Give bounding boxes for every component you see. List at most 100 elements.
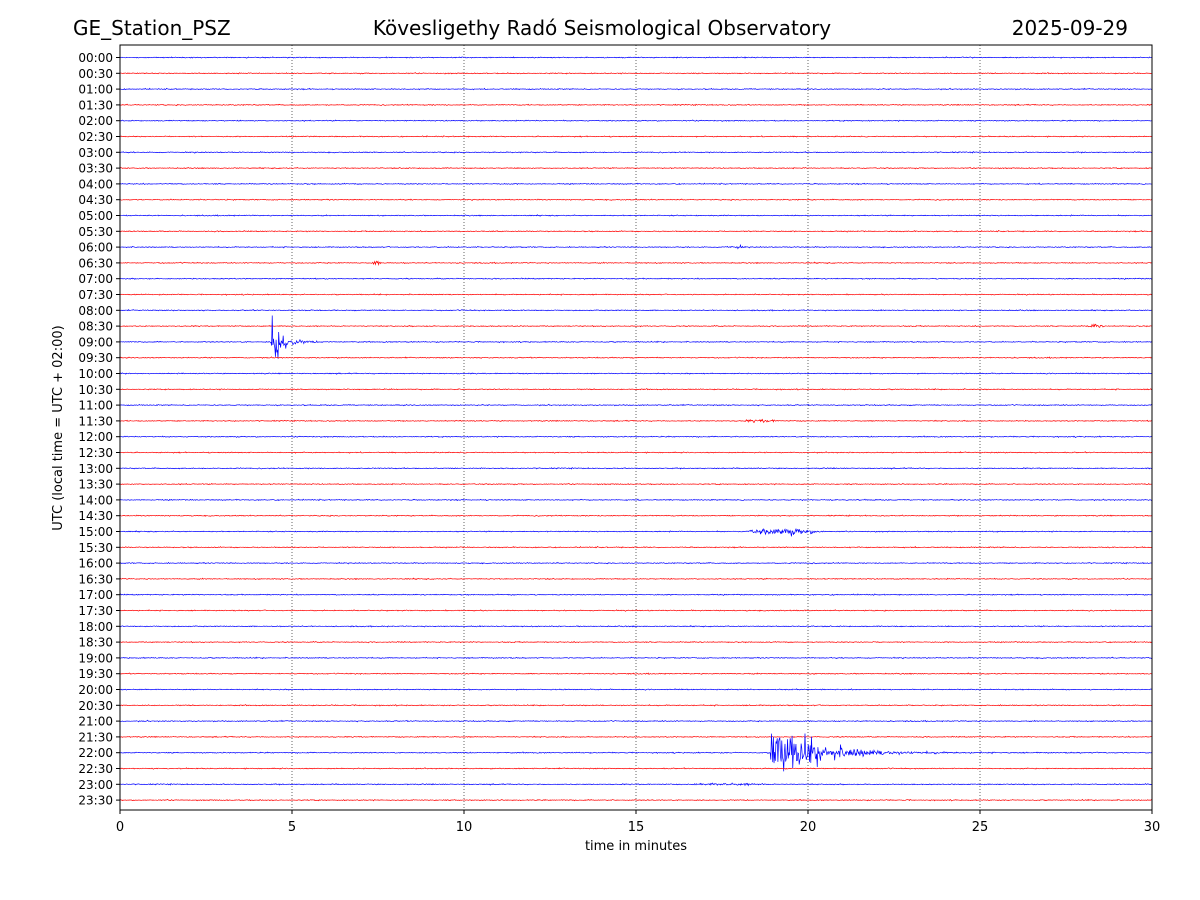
x-axis-label: time in minutes — [585, 839, 687, 854]
trace-1800 — [119, 624, 1153, 628]
trace-1030 — [119, 388, 1153, 391]
trace-0800 — [119, 308, 1153, 312]
y-tick-label: 18:00 — [78, 620, 113, 634]
trace-2230 — [119, 767, 1153, 770]
trace-0030 — [119, 72, 1153, 75]
x-tick-label: 15 — [628, 820, 645, 835]
x-tick-label: 5 — [288, 820, 296, 835]
trace-0530 — [119, 229, 1153, 233]
y-tick-label: 14:30 — [78, 509, 113, 523]
trace-1100 — [119, 403, 1153, 407]
trace-1630 — [119, 577, 1153, 581]
trace-0730 — [119, 293, 1153, 296]
y-tick-label: 01:30 — [78, 98, 113, 112]
trace-1900 — [119, 656, 1153, 660]
y-tick-label: 07:00 — [78, 272, 113, 286]
y-tick-label: 17:30 — [78, 604, 113, 618]
y-tick-label: 06:30 — [78, 256, 113, 270]
trace-2200 — [119, 733, 1153, 772]
trace-2030 — [119, 704, 1153, 707]
y-tick-label: 11:00 — [78, 399, 113, 413]
trace-0630 — [119, 260, 1153, 266]
y-tick-label: 00:30 — [78, 67, 113, 81]
x-tick-label: 10 — [456, 820, 473, 835]
y-tick-label: 11:30 — [78, 414, 113, 428]
trace-1530 — [119, 545, 1153, 549]
y-tick-label: 18:30 — [78, 636, 113, 650]
y-tick-label: 05:30 — [78, 225, 113, 239]
y-tick-label: 07:30 — [78, 288, 113, 302]
trace-0300 — [119, 151, 1153, 154]
trace-1000 — [119, 372, 1153, 375]
x-tick-label: 20 — [800, 820, 817, 835]
y-tick-label: 10:00 — [78, 367, 113, 381]
trace-0830 — [119, 323, 1153, 328]
trace-0330 — [119, 166, 1153, 170]
y-tick-label: 21:00 — [78, 715, 113, 729]
trace-2330 — [119, 798, 1153, 802]
trace-1400 — [119, 498, 1153, 502]
trace-0400 — [119, 182, 1153, 186]
trace-0500 — [119, 214, 1153, 217]
trace-0700 — [119, 277, 1153, 280]
trace-0200 — [119, 119, 1153, 122]
trace-1200 — [119, 435, 1152, 439]
trace-group — [119, 56, 1153, 802]
y-tick-label: 02:30 — [78, 130, 113, 144]
trace-1730 — [119, 609, 1153, 612]
y-tick-label: 13:00 — [78, 462, 113, 476]
chart-date: 2025-09-29 — [1012, 16, 1128, 40]
x-tick-label: 0 — [116, 820, 124, 835]
trace-2300 — [120, 782, 1153, 787]
plot-frame — [119, 44, 1153, 811]
trace-0000 — [119, 56, 1153, 59]
y-tick-label: 16:30 — [78, 572, 113, 586]
y-tick-label: 15:00 — [78, 525, 113, 539]
y-tick-label: 14:00 — [78, 493, 113, 507]
y-tick-label: 16:00 — [78, 557, 113, 571]
y-tick-label: 03:30 — [78, 162, 113, 176]
y-tick-label: 19:30 — [78, 667, 113, 681]
y-tick-label: 09:00 — [78, 335, 113, 349]
y-tick-label: 08:00 — [78, 304, 113, 318]
y-tick-label: 04:30 — [78, 193, 113, 207]
y-tick-label: 21:30 — [78, 730, 113, 744]
y-tick-label: 12:30 — [78, 446, 113, 460]
x-tick-label: 25 — [972, 820, 989, 835]
trace-2130 — [120, 735, 1153, 739]
y-tick-label: 22:30 — [78, 762, 113, 776]
grid-lines — [291, 45, 981, 810]
trace-2100 — [119, 719, 1153, 723]
y-tick-label: 01:00 — [78, 83, 113, 97]
trace-0930 — [119, 356, 1153, 359]
y-tick-label: 19:00 — [78, 651, 113, 665]
trace-1500 — [119, 527, 1153, 537]
y-tick-label: 13:30 — [78, 478, 113, 492]
y-tick-label: 04:00 — [78, 177, 113, 191]
y-tick-label: 22:00 — [78, 746, 113, 760]
trace-0600 — [119, 243, 1153, 250]
chart-title: Kövesligethy Radó Seismological Observat… — [373, 16, 831, 40]
trace-1230 — [119, 451, 1153, 454]
trace-0900 — [119, 315, 1153, 359]
trace-1430 — [119, 514, 1153, 518]
trace-0430 — [119, 198, 1153, 202]
trace-1830 — [119, 640, 1153, 644]
trace-2000 — [119, 688, 1153, 691]
y-tick-label: 12:00 — [78, 430, 113, 444]
station-name: GE_Station_PSZ — [73, 16, 231, 40]
y-tick-label: 15:30 — [78, 541, 113, 555]
trace-1700 — [119, 593, 1153, 596]
y-tick-label: 08:30 — [78, 320, 113, 334]
y-tick-label: 23:30 — [78, 794, 113, 808]
y-tick-label: 05:00 — [78, 209, 113, 223]
y-tick-label: 06:00 — [78, 241, 113, 255]
trace-0130 — [119, 103, 1153, 107]
trace-0100 — [119, 87, 1153, 91]
trace-1300 — [119, 467, 1153, 470]
y-tick-label: 03:00 — [78, 146, 113, 160]
y-tick-label: 20:30 — [78, 699, 113, 713]
y-tick-label: 20:00 — [78, 683, 113, 697]
